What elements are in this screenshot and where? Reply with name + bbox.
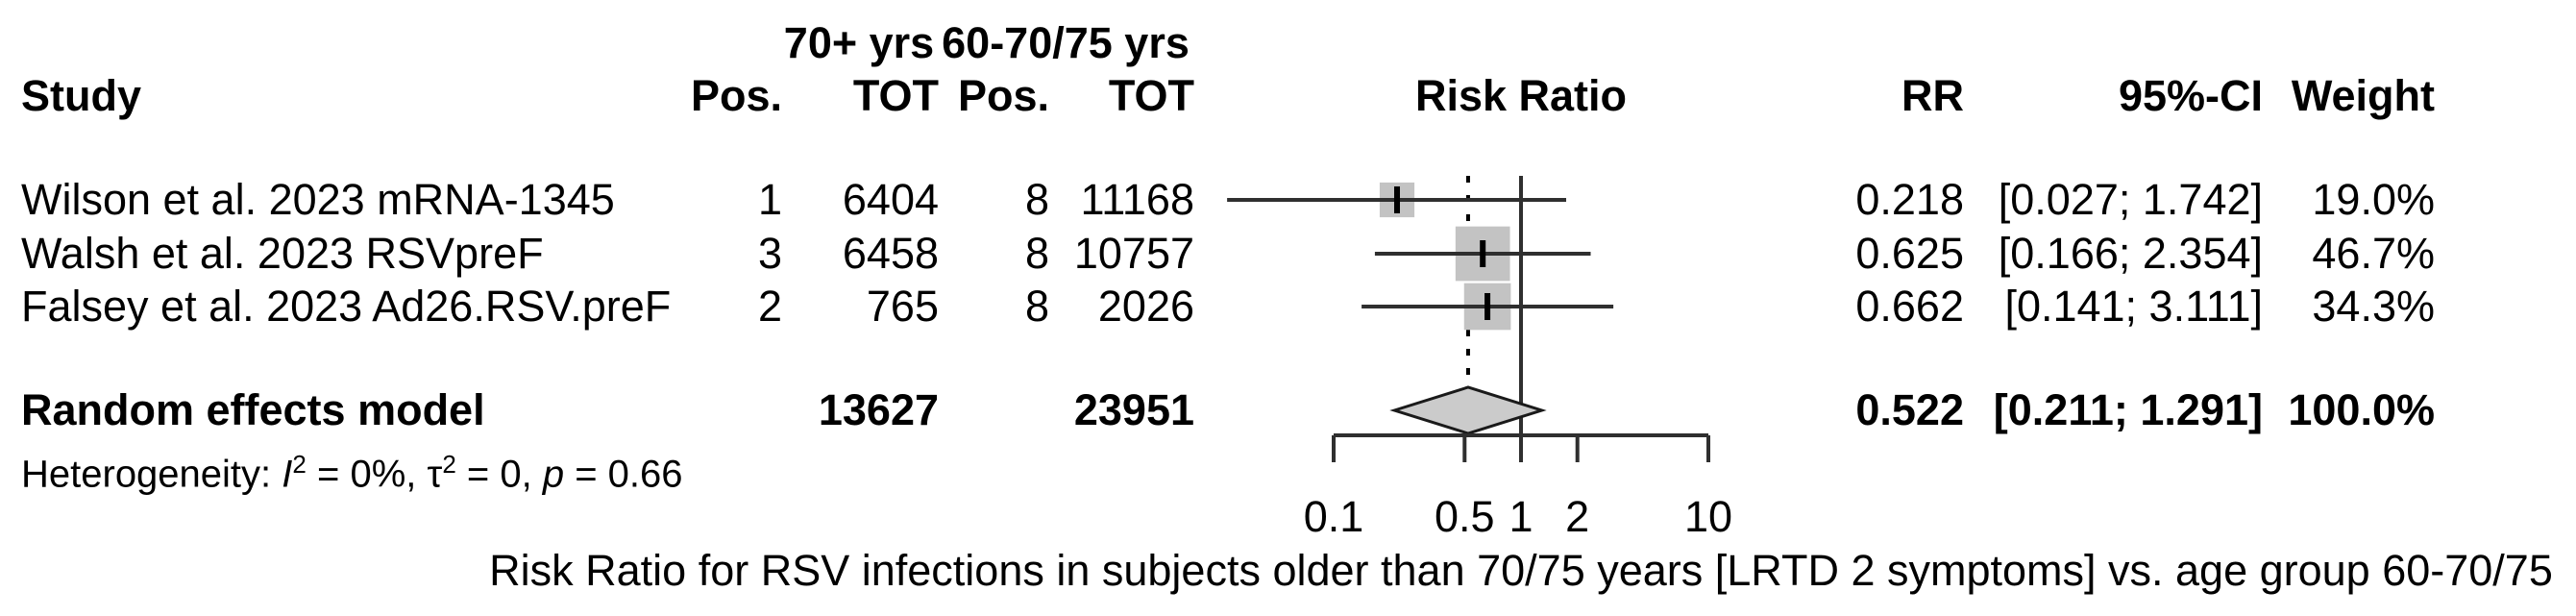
col-header-rr: RR bbox=[1901, 71, 1964, 120]
group-header-70plus: 70+ yrs bbox=[783, 18, 935, 67]
study-name-cell: Wilson et al. 2023 mRNA-1345 bbox=[21, 175, 615, 224]
het-mid1: = 0%, τ bbox=[306, 453, 443, 496]
study-name-cell: Falsey et al. 2023 Ad26.RSV.preF bbox=[21, 282, 672, 331]
x-axis-tick-label: 0.5 bbox=[1435, 492, 1495, 541]
study-name-cell: Walsh et al. 2023 RSVpreF bbox=[21, 229, 544, 278]
het-i-sup: 2 bbox=[292, 450, 307, 479]
col-header-tot-60-70: TOT bbox=[1108, 71, 1194, 120]
ci-cell: [0.166; 2.354] bbox=[1998, 229, 2263, 278]
pos-60-70-cell: 8 bbox=[1024, 229, 1049, 278]
caption: Risk Ratio for RSV infections in subject… bbox=[489, 546, 2553, 595]
x-axis-tick-label: 0.1 bbox=[1303, 492, 1364, 541]
rr-cell: 0.625 bbox=[1855, 229, 1964, 278]
point-estimate-tick bbox=[1480, 240, 1486, 267]
pooled-tot-70plus: 13627 bbox=[818, 385, 939, 434]
pooled-label: Random effects model bbox=[21, 385, 485, 434]
col-header-pos-60-70: Pos. bbox=[957, 71, 1049, 120]
rr-cell: 0.218 bbox=[1855, 175, 1964, 224]
tot-60-70-cell: 10757 bbox=[1073, 229, 1194, 278]
pooled-rr-cell: 0.522 bbox=[1855, 385, 1964, 434]
pooled-tot-60-70: 23951 bbox=[1073, 385, 1194, 434]
het-suffix: = 0.66 bbox=[564, 453, 683, 496]
heterogeneity-note: Heterogeneity: I2 = 0%, τ2 = 0, p = 0.66 bbox=[21, 435, 683, 496]
col-header-ci: 95%-CI bbox=[2118, 71, 2263, 120]
het-prefix: Heterogeneity: bbox=[21, 453, 282, 496]
point-estimate-tick bbox=[1393, 186, 1400, 213]
het-p-symbol: p bbox=[542, 453, 565, 496]
pooled-weight-cell: 100.0% bbox=[2288, 385, 2435, 434]
col-header-tot-70plus: TOT bbox=[852, 71, 939, 120]
pos-60-70-cell: 8 bbox=[1024, 282, 1049, 331]
rr-cell: 0.662 bbox=[1855, 282, 1964, 331]
ci-cell: [0.027; 1.742] bbox=[1998, 175, 2263, 224]
x-axis-tick-label: 10 bbox=[1683, 492, 1733, 541]
weight-cell: 46.7% bbox=[2312, 229, 2435, 278]
pos-70plus-cell: 2 bbox=[757, 282, 782, 331]
weight-cell: 19.0% bbox=[2312, 175, 2435, 224]
tot-70plus-cell: 765 bbox=[866, 282, 939, 331]
pos-60-70-cell: 8 bbox=[1024, 175, 1049, 224]
x-axis-tick-label: 1 bbox=[1509, 492, 1533, 541]
col-header-weight: Weight bbox=[2291, 71, 2435, 120]
col-header-risk-ratio: Risk Ratio bbox=[1414, 71, 1628, 120]
tot-60-70-cell: 11168 bbox=[1080, 175, 1194, 224]
pooled-ci-cell: [0.211; 1.291] bbox=[1993, 385, 2263, 434]
het-i-symbol: I bbox=[282, 453, 293, 496]
tot-70plus-cell: 6404 bbox=[842, 175, 939, 224]
weight-cell: 34.3% bbox=[2312, 282, 2435, 331]
tot-60-70-cell: 2026 bbox=[1097, 282, 1194, 331]
pos-70plus-cell: 3 bbox=[757, 229, 782, 278]
col-header-study: Study bbox=[21, 71, 142, 120]
het-tau-sup: 2 bbox=[442, 450, 456, 479]
group-header-60-70: 60-70/75 yrs bbox=[942, 18, 1190, 67]
het-mid2: = 0, bbox=[455, 453, 543, 496]
point-estimate-tick bbox=[1484, 293, 1491, 320]
pos-70plus-cell: 1 bbox=[757, 175, 782, 224]
ci-cell: [0.141; 3.111] bbox=[2004, 282, 2263, 331]
col-header-pos-70plus: Pos. bbox=[690, 71, 782, 120]
tot-70plus-cell: 6458 bbox=[842, 229, 939, 278]
x-axis-tick-label: 2 bbox=[1565, 492, 1590, 541]
summary-diamond bbox=[1389, 385, 1547, 435]
